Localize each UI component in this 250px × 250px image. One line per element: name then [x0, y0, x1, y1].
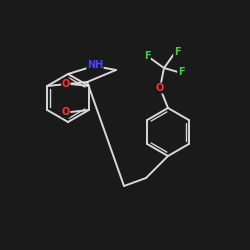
Text: F: F: [174, 47, 180, 57]
Text: F: F: [144, 51, 150, 61]
Text: O: O: [62, 79, 70, 89]
Text: NH: NH: [87, 60, 103, 70]
Text: F: F: [178, 67, 184, 77]
Text: O: O: [156, 83, 164, 93]
Text: O: O: [62, 107, 70, 117]
